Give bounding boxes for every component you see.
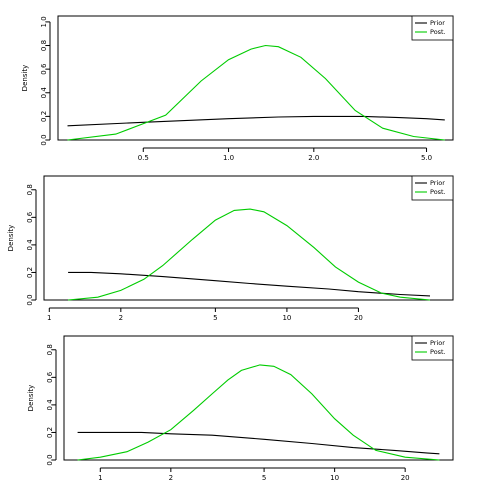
x-tick-label: 2 — [169, 474, 173, 480]
legend-label: Prior — [430, 19, 445, 27]
y-tick-label: 0.6 — [40, 63, 48, 75]
x-tick-label: 1 — [98, 474, 102, 480]
y-tick-label: 0.2 — [40, 111, 48, 122]
series-line-prior — [77, 431, 440, 455]
y-tick-label: 0.4 — [26, 239, 34, 251]
y-tick-label: 0.0 — [40, 134, 48, 145]
y-tick-label: 0.4 — [40, 87, 48, 99]
x-tick-label: 20 — [401, 474, 410, 480]
y-tick-label: 1.0 — [40, 16, 48, 27]
y-tick-label: 0.8 — [46, 344, 54, 355]
y-tick-label: 0.6 — [26, 211, 34, 223]
series-line-post — [68, 208, 431, 301]
series-line-prior — [68, 271, 431, 297]
y-axis-title: Density — [7, 225, 15, 252]
legend-box — [411, 15, 454, 41]
y-axis-title: Density — [21, 65, 29, 92]
x-tick-label: 2 — [119, 314, 123, 322]
x-tick-label: 1.0 — [223, 154, 234, 162]
y-tick-label: 0.8 — [40, 40, 48, 51]
y-axis-title: Density — [27, 385, 35, 412]
y-tick-label: 0.0 — [26, 294, 34, 305]
y-tick-label: 0.2 — [26, 267, 34, 278]
legend-box — [411, 335, 454, 361]
y-tick-label: 0.4 — [46, 399, 54, 411]
x-tick-label: 20 — [354, 314, 363, 322]
legend-box — [411, 175, 454, 201]
legend-label: Post. — [430, 188, 446, 196]
series-line-post — [77, 364, 440, 461]
chart-panel-1: 0.0 0.2 0.4 0.6 0.8 1.0 Density 0.5 1.0 2.0 5.0 Pri… — [21, 15, 454, 162]
x-tick-label: 0.5 — [138, 154, 149, 162]
x-tick-label: 10 — [282, 314, 291, 322]
series-line-post — [67, 44, 445, 141]
legend-label: Prior — [430, 339, 445, 347]
x-tick-label: 5 — [213, 314, 217, 322]
legend-label: Post. — [430, 348, 446, 356]
y-tick-label: 0.2 — [46, 427, 54, 438]
legend-label: Prior — [430, 179, 445, 187]
x-tick-label: 1 — [47, 314, 51, 322]
y-tick-label: 0.6 — [46, 371, 54, 383]
legend-label: Post. — [430, 28, 446, 36]
y-tick-label: 0.8 — [26, 184, 34, 195]
plot-frame — [57, 15, 454, 141]
series-line-prior — [67, 115, 445, 127]
x-tick-label: 5.0 — [421, 154, 432, 162]
x-tick-label: 10 — [330, 474, 339, 480]
plot-frame — [43, 175, 454, 301]
x-tick-label: 5 — [262, 474, 266, 480]
plot-frame — [63, 335, 454, 461]
y-tick-label: 0.0 — [46, 454, 54, 465]
x-tick-label: 2.0 — [308, 154, 319, 162]
